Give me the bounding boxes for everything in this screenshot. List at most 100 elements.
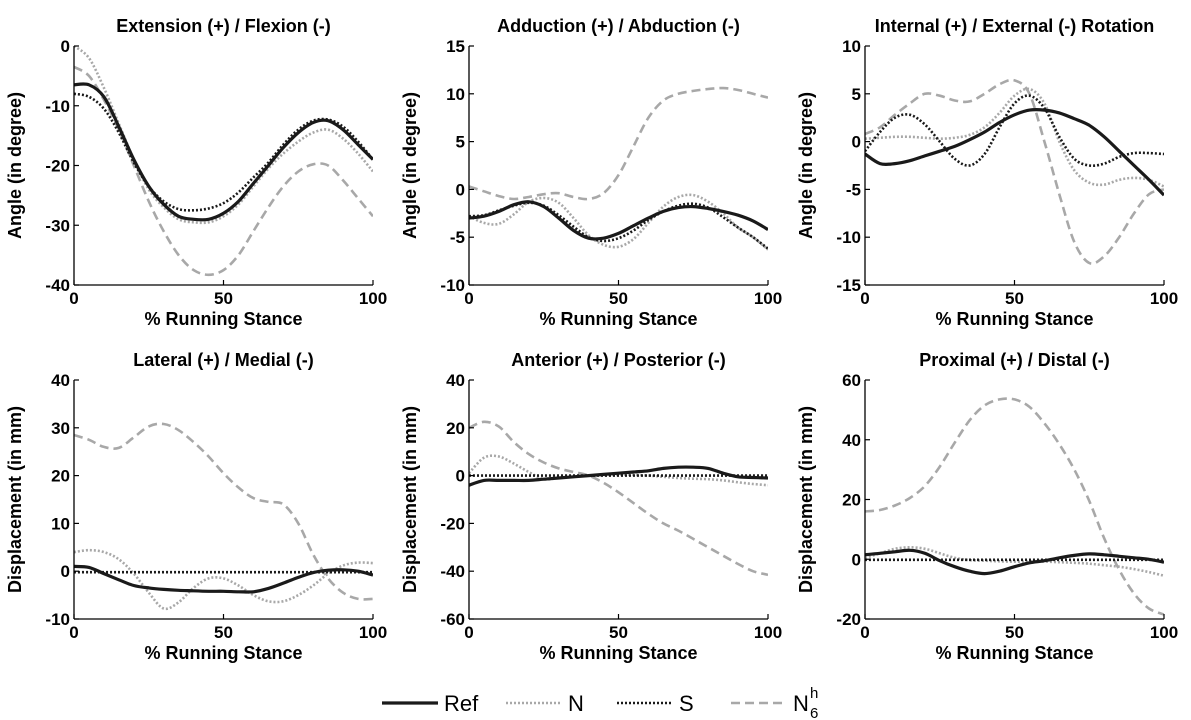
y-tick-label: -30 bbox=[45, 216, 70, 235]
y-tick-label: 5 bbox=[852, 85, 861, 104]
y-tick-label: -20 bbox=[836, 610, 861, 629]
y-tick-label: 40 bbox=[446, 371, 465, 390]
y-axis-label: Displacement (in mm) bbox=[5, 406, 25, 593]
series-line-n6h bbox=[865, 78, 1164, 265]
panel-title: Anterior (+) / Posterior (-) bbox=[511, 350, 726, 370]
legend-label: N bbox=[793, 691, 809, 716]
y-tick-label: -40 bbox=[440, 562, 465, 581]
y-tick-label: 10 bbox=[51, 514, 70, 533]
legend-label-subscript: 6 bbox=[810, 705, 818, 720]
panel-title: Lateral (+) / Medial (-) bbox=[133, 350, 314, 370]
x-tick-label: 0 bbox=[464, 623, 473, 642]
y-tick-label: 20 bbox=[446, 419, 465, 438]
y-tick-label: -5 bbox=[846, 180, 861, 199]
y-tick-label: 20 bbox=[51, 467, 70, 486]
x-tick-label: 100 bbox=[1150, 623, 1178, 642]
y-tick-label: 0 bbox=[852, 133, 861, 152]
y-tick-label: 0 bbox=[852, 550, 861, 569]
panel-5: Anterior (+) / Posterior (-) -60 -40 -20 0 20… bbox=[400, 350, 782, 663]
y-tick-label: 15 bbox=[446, 37, 465, 56]
series-line-ref bbox=[469, 465, 768, 487]
panel-title: Adduction (+) / Abduction (-) bbox=[497, 16, 740, 36]
series-group bbox=[469, 86, 768, 251]
series-line-n bbox=[865, 87, 1164, 188]
panel-title: Internal (+) / External (-) Rotation bbox=[875, 16, 1155, 36]
x-axis-label: % Running Stance bbox=[935, 643, 1093, 663]
series-line-n6h bbox=[469, 86, 768, 201]
y-tick-label: -5 bbox=[450, 228, 465, 247]
series-line-ref bbox=[865, 108, 1164, 197]
y-tick-label: 0 bbox=[61, 562, 70, 581]
x-tick-label: 0 bbox=[464, 289, 473, 308]
legend-label-superscript: h bbox=[810, 685, 818, 702]
y-tick-label: 20 bbox=[842, 491, 861, 510]
y-axis-label: Angle (in degree) bbox=[796, 92, 816, 239]
x-tick-label: 50 bbox=[1005, 289, 1024, 308]
series-group bbox=[865, 397, 1164, 616]
x-tick-label: 100 bbox=[754, 289, 782, 308]
series-line-n bbox=[74, 548, 373, 611]
x-tick-label: 100 bbox=[359, 623, 387, 642]
series-line-n bbox=[865, 546, 1164, 577]
x-tick-label: 50 bbox=[609, 289, 628, 308]
y-tick-label: -10 bbox=[45, 610, 70, 629]
y-tick-label: 60 bbox=[842, 371, 861, 390]
x-tick-label: 100 bbox=[754, 623, 782, 642]
series-line-n bbox=[74, 46, 373, 225]
series-line-s bbox=[74, 92, 373, 212]
legend-label: Ref bbox=[444, 691, 479, 716]
y-tick-label: -10 bbox=[440, 276, 465, 295]
series-line-s bbox=[865, 94, 1164, 168]
y-axis-label: Displacement (in mm) bbox=[796, 406, 816, 593]
y-tick-label: 0 bbox=[61, 37, 70, 56]
y-tick-label: 0 bbox=[456, 467, 465, 486]
x-tick-label: 0 bbox=[69, 289, 78, 308]
x-axis-label: % Running Stance bbox=[539, 643, 697, 663]
legend-label: N bbox=[568, 691, 584, 716]
y-tick-label: -20 bbox=[440, 514, 465, 533]
y-tick-label: 0 bbox=[456, 180, 465, 199]
series-group bbox=[74, 422, 373, 611]
y-tick-label: 10 bbox=[842, 37, 861, 56]
x-tick-label: 50 bbox=[609, 623, 628, 642]
y-axis-label: Angle (in degree) bbox=[5, 92, 25, 239]
y-tick-label: 10 bbox=[446, 85, 465, 104]
series-line-n6h bbox=[74, 65, 373, 277]
x-axis-label: % Running Stance bbox=[539, 309, 697, 329]
y-tick-label: -20 bbox=[45, 157, 70, 176]
x-tick-label: 0 bbox=[69, 623, 78, 642]
legend-item-n: N bbox=[506, 691, 584, 716]
x-axis-label: % Running Stance bbox=[144, 643, 302, 663]
legend-item-ref: Ref bbox=[382, 691, 479, 716]
y-axis-label: Displacement (in mm) bbox=[400, 406, 420, 593]
x-tick-label: 0 bbox=[860, 623, 869, 642]
panel-1: Extension (+) / Flexion (-) -40 -30 -20 -10 0… bbox=[5, 16, 387, 329]
series-group bbox=[74, 46, 373, 277]
x-axis-label: % Running Stance bbox=[144, 309, 302, 329]
series-group bbox=[469, 420, 768, 577]
x-tick-label: 50 bbox=[214, 289, 233, 308]
y-tick-label: 5 bbox=[456, 133, 465, 152]
y-tick-label: 40 bbox=[842, 431, 861, 450]
panel-2: Adduction (+) / Abduction (-) -10 -5 0 5 10 15… bbox=[400, 16, 782, 329]
panel-title: Proximal (+) / Distal (-) bbox=[919, 350, 1110, 370]
series-line-s bbox=[469, 201, 768, 250]
series-line-n bbox=[469, 193, 768, 251]
series-line-n6h bbox=[865, 397, 1164, 616]
x-tick-label: 0 bbox=[860, 289, 869, 308]
series-group bbox=[865, 78, 1164, 265]
panel-3: Internal (+) / External (-) Rotation -15 -… bbox=[796, 16, 1178, 329]
series-line-ref bbox=[865, 548, 1164, 576]
y-tick-label: -10 bbox=[45, 97, 70, 116]
y-tick-label: 40 bbox=[51, 371, 70, 390]
y-tick-label: -15 bbox=[836, 276, 861, 295]
y-tick-label: -10 bbox=[836, 228, 861, 247]
series-line-n6h bbox=[469, 420, 768, 577]
y-tick-label: -40 bbox=[45, 276, 70, 295]
y-axis-label: Angle (in degree) bbox=[400, 92, 420, 239]
x-axis-label: % Running Stance bbox=[935, 309, 1093, 329]
